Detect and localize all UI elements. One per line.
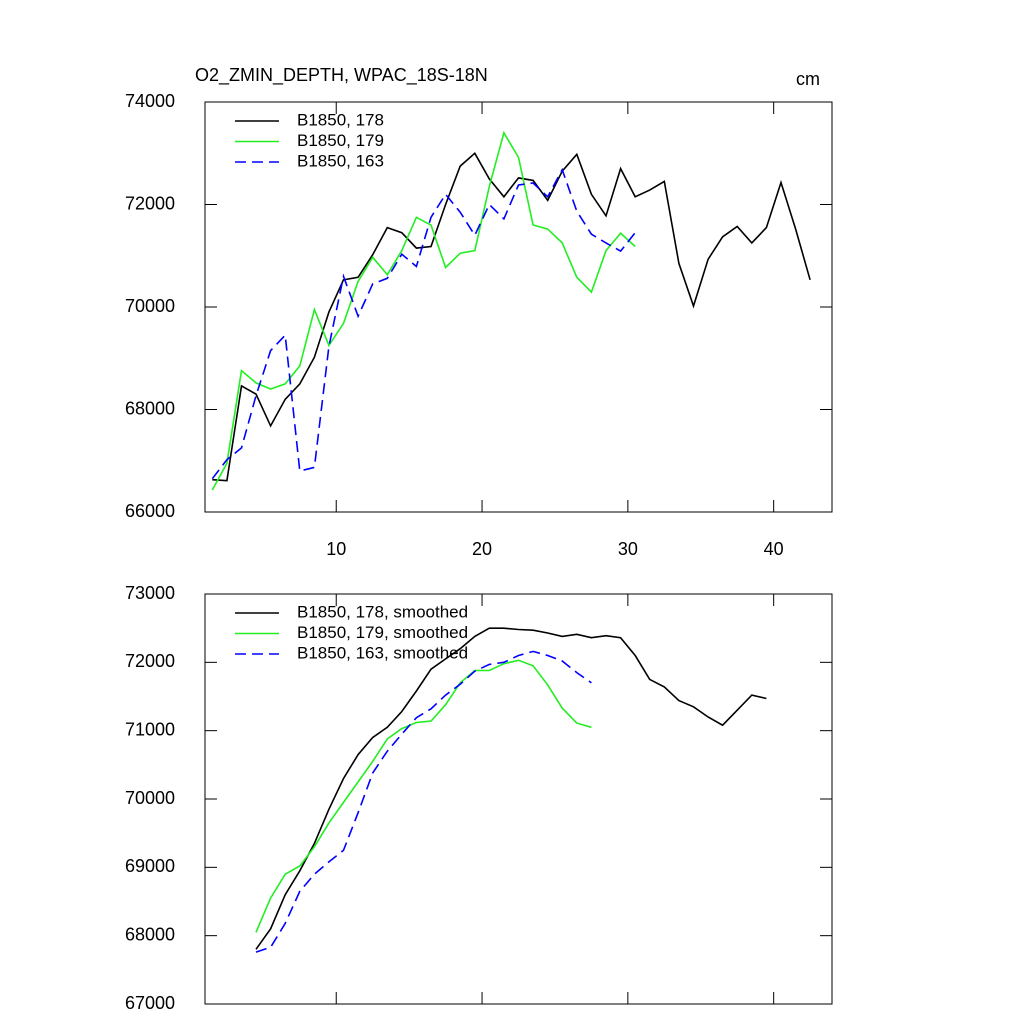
- y-tick-label: 67000: [125, 993, 175, 1013]
- x-tick-label: 20: [472, 539, 492, 559]
- y-tick-label: 69000: [125, 856, 175, 876]
- x-tick-label: 40: [764, 539, 784, 559]
- legend-label: B1850, 179: [297, 131, 384, 150]
- series-line: [255, 650, 592, 953]
- y-tick-label: 72000: [125, 651, 175, 671]
- series-line: [212, 152, 811, 482]
- series-line: [211, 167, 636, 480]
- y-tick-label: 68000: [125, 924, 175, 944]
- y-tick-label: 71000: [125, 719, 175, 739]
- series-line: [211, 130, 636, 491]
- legend-label: B1850, 163: [297, 151, 384, 170]
- y-tick-label: 73000: [125, 583, 175, 603]
- units-label: cm: [796, 69, 820, 89]
- y-tick-label: 70000: [125, 788, 175, 808]
- y-tick-label: 70000: [125, 296, 175, 316]
- series-line: [255, 659, 592, 933]
- legend-label: B1850, 178: [297, 110, 384, 129]
- y-tick-label: 74000: [125, 91, 175, 111]
- legend-label: B1850, 163, smoothed: [297, 643, 468, 662]
- y-tick-label: 72000: [125, 193, 175, 213]
- legend-label: B1850, 179, smoothed: [297, 623, 468, 642]
- legend-label: B1850, 178, smoothed: [297, 602, 468, 621]
- y-tick-label: 68000: [125, 398, 175, 418]
- x-tick-label: 30: [618, 539, 638, 559]
- chart-title: O2_ZMIN_DEPTH, WPAC_18S-18N: [195, 65, 488, 86]
- y-tick-label: 66000: [125, 501, 175, 521]
- series-line: [255, 627, 767, 950]
- x-tick-label: 10: [326, 539, 346, 559]
